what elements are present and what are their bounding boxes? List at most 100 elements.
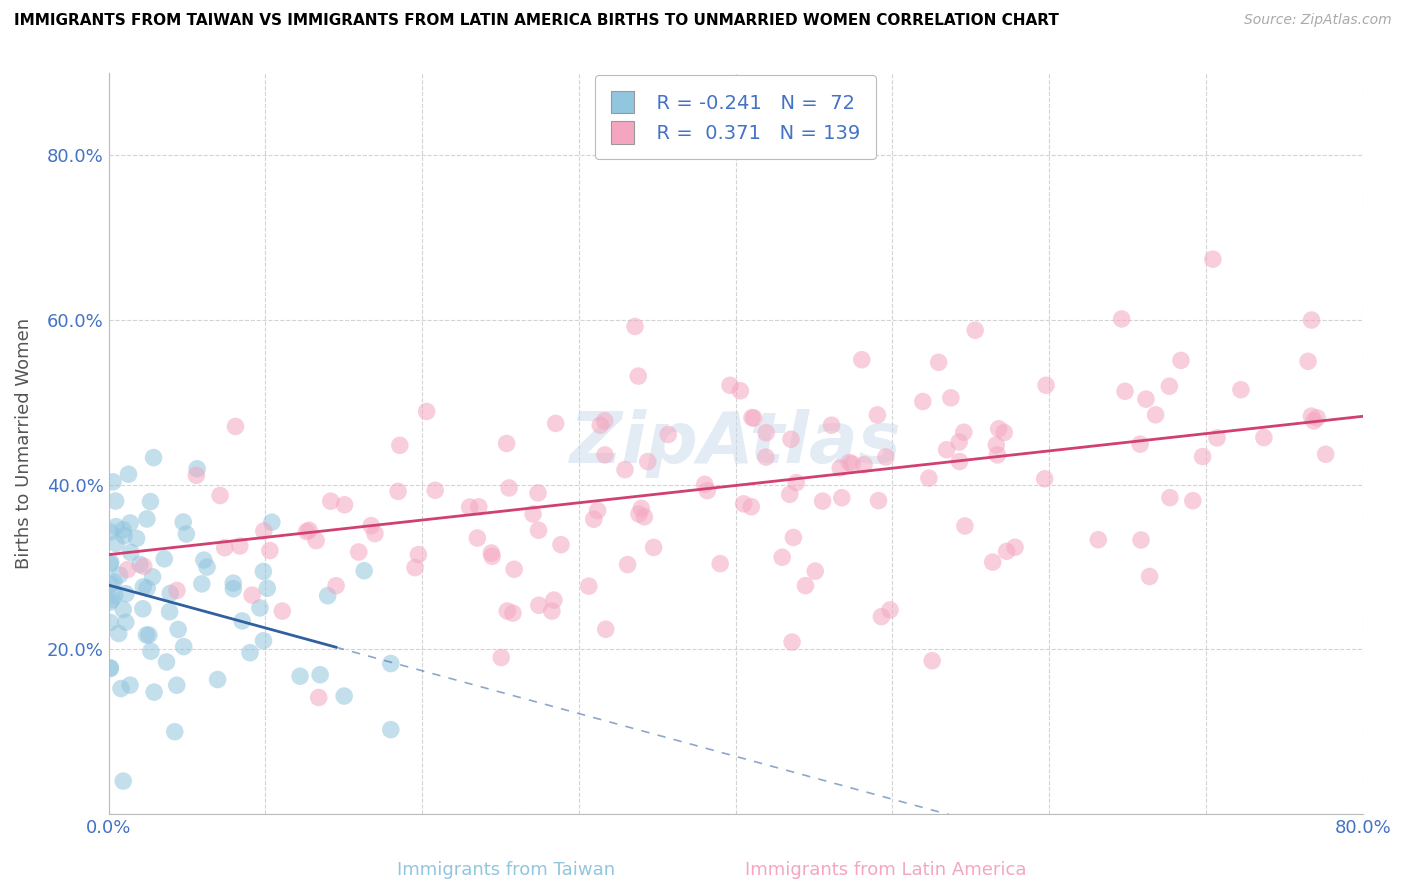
Point	[260, 515, 283, 529]
Point	[231, 614, 253, 628]
Point	[522, 507, 544, 521]
Point	[595, 622, 617, 636]
Point	[1087, 533, 1109, 547]
Point	[166, 678, 188, 692]
Point	[770, 550, 793, 565]
Point	[136, 581, 159, 595]
Point	[239, 646, 262, 660]
Point	[918, 471, 941, 485]
Point	[423, 483, 446, 498]
Point	[1191, 450, 1213, 464]
Point	[380, 657, 402, 671]
Point	[1170, 353, 1192, 368]
Point	[624, 319, 647, 334]
Point	[794, 579, 817, 593]
Point	[782, 531, 804, 545]
Text: Source: ZipAtlas.com: Source: ZipAtlas.com	[1244, 13, 1392, 28]
Point	[125, 532, 148, 546]
Point	[132, 580, 155, 594]
Text: Immigrants from Taiwan: Immigrants from Taiwan	[396, 861, 616, 879]
Point	[742, 411, 765, 425]
Point	[779, 487, 801, 501]
Point	[853, 458, 876, 472]
Point	[1159, 379, 1181, 393]
Point	[953, 519, 976, 533]
Y-axis label: Births to Unmarried Women: Births to Unmarried Women	[15, 318, 32, 569]
Point	[503, 562, 526, 576]
Point	[875, 450, 897, 464]
Point	[193, 553, 215, 567]
Point	[1302, 414, 1324, 428]
Point	[118, 678, 141, 692]
Point	[142, 450, 165, 465]
Point	[112, 602, 135, 616]
Point	[1301, 313, 1323, 327]
Point	[948, 435, 970, 450]
Point	[353, 564, 375, 578]
Point	[309, 667, 332, 681]
Point	[100, 555, 122, 569]
Point	[253, 524, 276, 538]
Point	[718, 378, 741, 392]
Point	[100, 592, 122, 607]
Point	[153, 551, 176, 566]
Point	[380, 723, 402, 737]
Point	[1111, 312, 1133, 326]
Point	[173, 640, 195, 654]
Point	[333, 689, 356, 703]
Point	[851, 352, 873, 367]
Point	[103, 574, 125, 589]
Point	[527, 599, 550, 613]
Point	[271, 604, 294, 618]
Point	[98, 595, 121, 609]
Point	[1306, 411, 1329, 425]
Point	[191, 577, 214, 591]
Point	[1135, 392, 1157, 406]
Point	[1114, 384, 1136, 399]
Point	[105, 536, 128, 550]
Point	[1206, 431, 1229, 445]
Point	[1253, 431, 1275, 445]
Point	[186, 468, 208, 483]
Point	[495, 436, 517, 450]
Point	[364, 526, 387, 541]
Point	[404, 560, 426, 574]
Point	[541, 604, 564, 618]
Point	[785, 475, 807, 490]
Text: Immigrants from Latin America: Immigrants from Latin America	[745, 861, 1026, 879]
Point	[614, 463, 637, 477]
Point	[841, 457, 863, 471]
Point	[986, 438, 1008, 452]
Point	[593, 414, 616, 428]
Point	[138, 628, 160, 642]
Point	[142, 570, 165, 584]
Point	[830, 461, 852, 475]
Point	[465, 531, 488, 545]
Point	[993, 425, 1015, 440]
Point	[240, 588, 263, 602]
Point	[155, 655, 177, 669]
Point	[868, 493, 890, 508]
Point	[928, 355, 950, 369]
Point	[838, 456, 860, 470]
Point	[98, 615, 121, 630]
Point	[498, 481, 520, 495]
Point	[117, 563, 139, 577]
Point	[1033, 472, 1056, 486]
Point	[387, 484, 409, 499]
Point	[114, 615, 136, 630]
Point	[657, 427, 679, 442]
Point	[550, 538, 572, 552]
Point	[132, 602, 155, 616]
Point	[259, 543, 281, 558]
Point	[578, 579, 600, 593]
Point	[139, 644, 162, 658]
Point	[755, 450, 778, 464]
Point	[981, 555, 1004, 569]
Point	[1159, 491, 1181, 505]
Point	[780, 635, 803, 649]
Point	[214, 541, 236, 555]
Point	[209, 488, 232, 502]
Point	[325, 579, 347, 593]
Point	[741, 410, 763, 425]
